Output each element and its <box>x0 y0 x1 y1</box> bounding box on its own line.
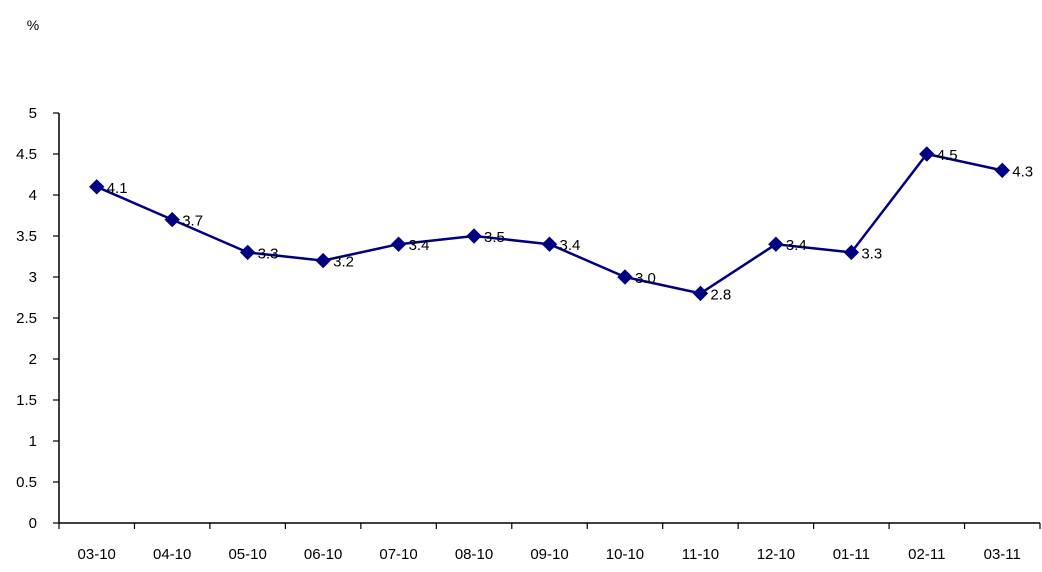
data-label: 3.7 <box>182 213 203 230</box>
data-label: 3.5 <box>484 229 505 246</box>
y-tick-label: 2.5 <box>16 310 37 327</box>
data-point-marker <box>390 236 407 252</box>
series-line <box>96 152 1003 295</box>
y-tick-label: 5 <box>29 105 37 122</box>
data-point-marker <box>315 252 331 269</box>
x-tick-label: 11-10 <box>682 546 719 563</box>
data-point-marker <box>164 211 180 228</box>
data-point-marker <box>692 285 709 302</box>
data-point-marker <box>919 146 935 162</box>
data-point-marker <box>768 236 784 252</box>
x-tick-label: 01-11 <box>833 546 870 563</box>
data-label: 3.0 <box>635 270 656 287</box>
x-tick-label: 08-10 <box>455 546 493 563</box>
x-tick-label: 03-11 <box>984 546 1021 563</box>
data-label: 2.8 <box>710 286 731 303</box>
y-tick-label: 4 <box>29 187 37 204</box>
x-tick-label: 09-10 <box>530 546 568 563</box>
data-point-marker <box>843 244 860 261</box>
data-point-marker <box>617 269 633 285</box>
data-label: 3.3 <box>258 245 279 262</box>
data-point-marker <box>89 179 105 195</box>
y-tick-label: 3.5 <box>16 228 37 245</box>
y-tick-label: 2 <box>29 351 37 368</box>
x-tick-label: 06-10 <box>304 546 342 563</box>
data-point-marker <box>994 162 1010 179</box>
y-tick-label: 1 <box>29 433 37 450</box>
series-group: 4.1 3.7 3.3 3.2 3.4 3.5 3.4 3.0 2.8 3.4 3.3 4.5 4.3 <box>89 146 1033 303</box>
data-point-marker <box>239 244 256 261</box>
data-label: 3.4 <box>560 237 581 254</box>
data-label: 3.2 <box>333 254 354 271</box>
data-point-marker <box>466 228 482 244</box>
data-point-marker <box>541 236 558 252</box>
y-tick-label: 0 <box>29 515 37 532</box>
y-axis-ticks: 0 0.5 1 1.5 2 2.5 3 3.5 4 4.5 5 <box>16 105 59 532</box>
x-tick-label: 04-10 <box>153 546 191 563</box>
data-label: 3.4 <box>409 237 430 254</box>
x-axis-ticks: 03-10 04-10 05-10 06-10 07-10 08-10 09-10 10-10… <box>58 523 1041 563</box>
x-tick-label: 03-10 <box>78 546 116 563</box>
x-tick-label: 05-10 <box>228 546 266 563</box>
data-label: 3.4 <box>786 237 807 254</box>
y-tick-label: 4.5 <box>16 146 37 163</box>
data-label: 4.3 <box>1012 163 1033 180</box>
x-tick-label: 02-11 <box>908 546 945 563</box>
y-tick-label: 1.5 <box>16 392 37 409</box>
x-tick-label: 07-10 <box>379 546 417 563</box>
data-label: 4.1 <box>107 180 128 197</box>
y-axis-unit-label: % <box>27 17 39 33</box>
data-label: 3.3 <box>861 245 882 262</box>
data-label: 4.5 <box>937 147 958 164</box>
y-tick-label: 3 <box>29 269 37 286</box>
y-tick-label: 0.5 <box>16 474 37 491</box>
x-tick-label: 10-10 <box>606 546 644 563</box>
x-tick-label: 12-10 <box>757 546 795 563</box>
